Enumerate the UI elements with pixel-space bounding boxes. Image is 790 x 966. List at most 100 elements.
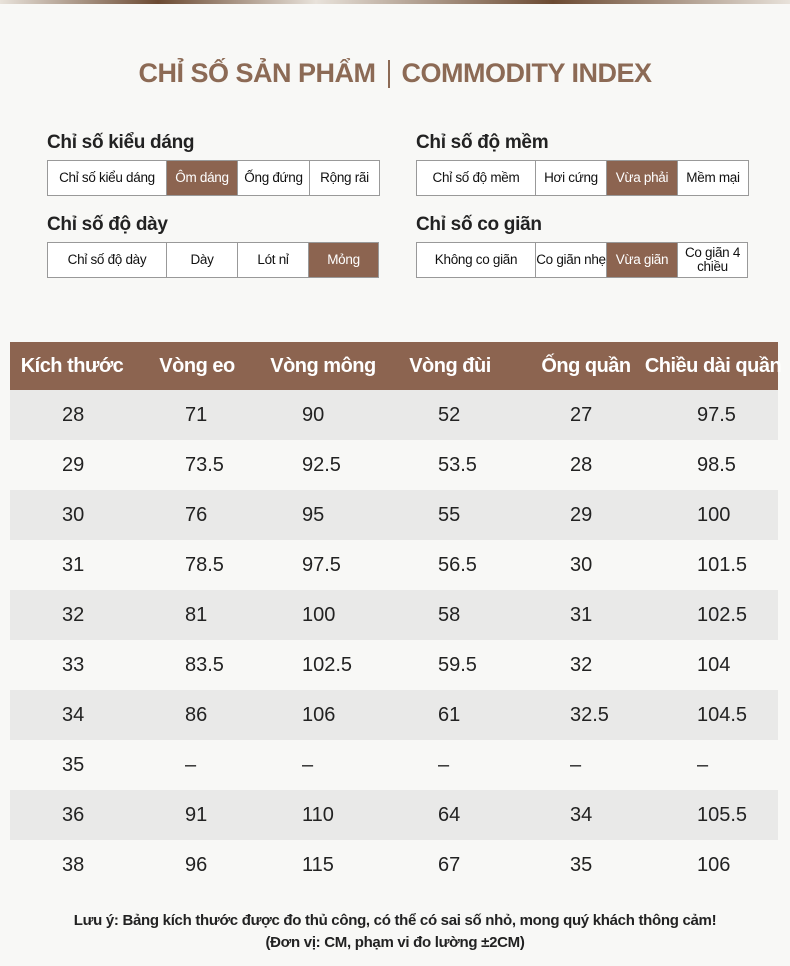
- index-option: Rộng rãi: [309, 161, 379, 195]
- index-option: Lót nỉ: [237, 243, 308, 277]
- index-title: Chỉ số kiểu dáng: [47, 132, 195, 153]
- table-cell: –: [438, 754, 450, 776]
- top-border: [0, 0, 790, 4]
- table-cell: 110: [302, 804, 334, 826]
- table-cell: 55: [438, 504, 461, 526]
- title-block: CHỈ SỐ SẢN PHẨM COMMODITY INDEX: [0, 58, 790, 89]
- table-cell: –: [185, 754, 197, 776]
- table-cell: 73.5: [185, 454, 224, 476]
- subtitle: COMMODITY INDEX: [401, 58, 653, 88]
- index-title: Chỉ số độ dày: [47, 214, 168, 235]
- index-box: Không co giãn Co giãn nhẹ Vừa giãn Co giãn …: [416, 242, 748, 278]
- table-cell: 76: [185, 504, 208, 526]
- table-cell: 35: [570, 854, 593, 876]
- table-cell: 83.5: [185, 654, 224, 676]
- table-cell: 96: [185, 854, 208, 876]
- index-option: Chỉ số kiểu dáng: [59, 170, 155, 185]
- table-cell: 104: [697, 654, 731, 676]
- table-row: 36 91 110 64 34 105.5: [10, 790, 778, 840]
- table-cell: 64: [438, 804, 461, 826]
- table-cell: 97.5: [697, 404, 736, 426]
- table-cell: 92.5: [302, 454, 341, 476]
- index-option: Không co giãn: [434, 252, 518, 267]
- table-cell: 78.5: [185, 554, 224, 576]
- table-cell: 102.5: [697, 604, 748, 626]
- index-option: Mềm mại: [677, 161, 748, 195]
- note: Lưu ý: Bảng kích thước được đo thủ công,…: [73, 912, 717, 929]
- index-option: Hơi cứng: [535, 161, 606, 195]
- table-cell: 90: [302, 404, 325, 426]
- table-cell: 30: [570, 554, 593, 576]
- column-header: Chiều dài quần: [644, 355, 782, 377]
- table-cell: 58: [438, 604, 461, 626]
- index-option-selected: Vừa phải: [606, 161, 677, 195]
- table-cell: 91: [185, 804, 208, 826]
- table-cell: 31: [570, 604, 593, 626]
- table-cell: 97.5: [302, 554, 341, 576]
- table-cell: 32: [570, 654, 593, 676]
- table-cell: 36: [62, 804, 85, 826]
- index-option: Dày: [166, 243, 237, 277]
- table-cell: 86: [185, 704, 208, 726]
- index-option: Ống đứng: [237, 161, 309, 195]
- table-row: 28 71 90 52 27 97.5: [10, 390, 778, 440]
- index-option-selected: Mỏng: [308, 243, 378, 277]
- table-cell: 53.5: [438, 454, 477, 476]
- title: CHỈ SỐ SẢN PHẨM: [138, 58, 376, 88]
- table-cell: –: [302, 754, 314, 776]
- table-cell: 106: [302, 704, 336, 726]
- table-cell: 34: [570, 804, 593, 826]
- table-cell: 71: [185, 404, 208, 426]
- table-cell: –: [697, 754, 709, 776]
- table-cell: 29: [62, 454, 85, 476]
- title-separator: [387, 59, 390, 88]
- index-option-selected: Vừa giãn: [606, 243, 677, 277]
- table-row: 31 78.5 97.5 56.5 30 101.5: [10, 540, 778, 590]
- table-cell: –: [570, 754, 582, 776]
- table-cell: 100: [302, 604, 336, 626]
- table-row: 38 96 115 67 35 106: [10, 840, 778, 890]
- index-box: Chỉ số độ mềm Hơi cứng Vừa phải Mềm mại: [416, 160, 749, 196]
- index-option: Co giãn 4 chiều: [677, 243, 747, 277]
- table-row: 29 73.5 92.5 53.5 28 98.5: [10, 440, 778, 490]
- table-header: Kích thước Vòng eo Vòng mông Vòng đùi Ống qu…: [10, 342, 782, 390]
- table-cell: 61: [438, 704, 461, 726]
- table-cell: 34: [62, 704, 85, 726]
- table-cell: 32.5: [570, 704, 609, 726]
- table-cell: 35: [62, 754, 85, 776]
- note: (Đơn vị: CM, phạm vi đo lường ±2CM): [265, 934, 525, 951]
- table-cell: 115: [302, 854, 334, 876]
- table-row: 34 86 106 61 32.5 104.5: [10, 690, 778, 740]
- table-cell: 28: [62, 404, 85, 426]
- table-cell: 27: [570, 404, 593, 426]
- table-cell: 28: [570, 454, 593, 476]
- table-cell: 95: [302, 504, 325, 526]
- table-cell: 29: [570, 504, 593, 526]
- table-cell: 102.5: [302, 654, 353, 676]
- index-option: Co giãn nhẹ: [535, 243, 606, 277]
- table-cell: 59.5: [438, 654, 477, 676]
- table-row: 33 83.5 102.5 59.5 32 104: [10, 640, 778, 690]
- table-cell: 33: [62, 654, 85, 676]
- table-cell: 101.5: [697, 554, 748, 576]
- column-header: Vòng eo: [159, 355, 235, 377]
- index-title: Chỉ số độ mềm: [416, 132, 549, 153]
- table-cell: 31: [62, 554, 85, 576]
- index-option-selected: Ôm dáng: [166, 161, 237, 195]
- table-cell: 105.5: [697, 804, 748, 826]
- table-cell: 52: [438, 404, 461, 426]
- table-row: 32 81 100 58 31 102.5: [10, 590, 778, 640]
- column-header: Vòng mông: [270, 355, 376, 377]
- table-cell: 30: [62, 504, 85, 526]
- table-cell: 32: [62, 604, 85, 626]
- table-row: 35 – – – – –: [10, 740, 778, 790]
- table-cell: 100: [697, 504, 731, 526]
- column-header: Ống quần: [541, 355, 631, 377]
- table-row: 30 76 95 55 29 100: [10, 490, 778, 540]
- index-option: Chỉ số độ dày: [67, 252, 147, 267]
- column-header: Vòng đùi: [409, 355, 491, 377]
- column-header: Kích thước: [20, 355, 124, 377]
- index-box: Chỉ số độ dày Dày Lót nỉ Mỏng: [47, 242, 379, 278]
- table-cell: 38: [62, 854, 85, 876]
